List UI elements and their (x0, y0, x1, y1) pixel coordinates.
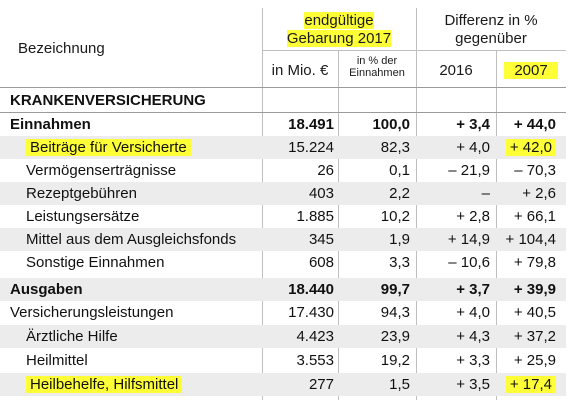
cell-mio: 3.553 (296, 352, 334, 369)
cell-d2007-highlight: + 17,4 (505, 376, 556, 393)
section-title: KRANKENVERSICHERUNG (10, 92, 206, 109)
cell-d2016: + 3,7 (456, 281, 490, 298)
cell-d2007: + 66,1 (513, 208, 556, 225)
table-row: Ausgaben 18.440 99,7 + 3,7 + 39,9 (0, 278, 566, 301)
header-differenz-line1: Differenz in % (444, 12, 538, 29)
row-label: Sonstige Einnahmen (26, 254, 165, 271)
cell-d2016: + 2,8 (456, 208, 490, 225)
cell-d2016: + 3,3 (456, 352, 490, 369)
cell-d2016: – 10,6 (448, 254, 490, 271)
cell-d2007: – 70,3 (514, 162, 556, 179)
table-row: Rezeptgebühren 403 2,2 – + 2,6 (0, 182, 566, 205)
header-divider (262, 50, 416, 51)
header-2007: 2007 (496, 62, 566, 80)
header-bezeichnung: Bezeichnung (18, 40, 105, 57)
cell-d2007: + 39,9 (513, 281, 556, 298)
header-differenz-line2: gegenüber (455, 30, 527, 47)
header-2007-label: 2007 (504, 62, 558, 79)
cell-d2007: + 104,4 (505, 231, 556, 248)
cell-d2016: – 21,9 (448, 162, 490, 179)
cell-d2007: + 44,0 (513, 116, 556, 133)
header-in-mio: in Mio. € (271, 62, 329, 79)
cell-pct: 99,7 (380, 281, 410, 298)
row-label: Leistungsersätze (26, 208, 140, 225)
cell-d2007: + 17,4 (496, 373, 566, 396)
table-row: Versicherungsleistungen 17.430 94,3 + 4,… (0, 301, 566, 324)
table-row: Beiträge für Versicherte 15.224 82,3 + 4… (0, 136, 566, 159)
header-differenz: Differenz in % gegenüber (416, 12, 566, 48)
cell-mio: 4.423 (296, 328, 334, 345)
cell-mio: 608 (308, 254, 334, 271)
cell-d2007: + 40,5 (513, 304, 556, 321)
cell-pct: 10,2 (380, 208, 410, 225)
table-row: Heilbehelfe, Hilfsmittel 277 1,5 + 3,5 +… (0, 373, 566, 396)
header-2016: 2016 (439, 62, 473, 79)
row-label-highlight: Heilbehelfe, Hilfsmittel (26, 376, 183, 393)
header-gebarung-line2: Gebarung 2017 (286, 30, 392, 47)
cell-pct: 0,1 (389, 162, 410, 179)
cell-d2016: + 4,0 (456, 304, 490, 321)
header-gebarung-line1: endgültige (304, 12, 374, 29)
cell-pct: 82,3 (380, 139, 410, 156)
header-in-pct: in % der Einnahmen (338, 55, 416, 79)
cell-pct: 23,9 (380, 328, 410, 345)
cell-pct: 3,3 (389, 254, 410, 271)
cell-d2016: + 4,3 (456, 328, 490, 345)
cell-mio: 345 (308, 231, 334, 248)
cell-d2007: + 2,6 (522, 185, 556, 202)
column-divider (496, 50, 497, 400)
header-in-pct-line1: in % der (356, 55, 398, 67)
row-label: Heilmittel (26, 352, 88, 369)
section-rule (0, 112, 566, 113)
header-gebarung: endgültige Gebarung 2017 (262, 12, 416, 48)
cell-mio: 26 (317, 162, 334, 179)
row-label-highlight: Beiträge für Versicherte (26, 139, 191, 156)
cell-d2007: + 37,2 (513, 328, 556, 345)
cell-mio: 403 (308, 185, 334, 202)
cell-d2016: – (481, 185, 490, 202)
column-divider (338, 50, 339, 400)
row-label: Beiträge für Versicherte (10, 136, 262, 159)
cell-mio: 277 (308, 376, 334, 393)
cell-mio: 18.440 (288, 281, 334, 298)
cell-d2016: + 4,0 (456, 139, 490, 156)
cell-d2007: + 25,9 (513, 352, 556, 369)
table-row: Ärztliche Hilfe 4.423 23,9 + 4,3 + 37,2 (0, 325, 566, 348)
cell-mio: 18.491 (288, 116, 334, 133)
row-label: Heilbehelfe, Hilfsmittel (10, 373, 262, 396)
table-row: Einnahmen 18.491 100,0 + 3,4 + 44,0 (0, 113, 566, 136)
cell-mio: 17.430 (288, 304, 334, 321)
cell-pct: 2,2 (389, 185, 410, 202)
cell-pct: 94,3 (380, 304, 410, 321)
cell-pct: 1,9 (389, 231, 410, 248)
cell-d2007: + 42,0 (496, 136, 566, 159)
cell-d2016: + 14,9 (447, 231, 490, 248)
row-label: Versicherungsleistungen (10, 304, 174, 321)
row-label: Rezeptgebühren (26, 185, 137, 202)
cell-pct: 100,0 (372, 116, 410, 133)
cell-pct: 1,5 (389, 376, 410, 393)
row-label: Ausgaben (10, 281, 83, 298)
cell-d2007: + 79,8 (513, 254, 556, 271)
table-row: Leistungsersätze 1.885 10,2 + 2,8 + 66,1 (0, 205, 566, 228)
header-in-pct-line2: Einnahmen (349, 67, 405, 79)
header-divider (416, 50, 566, 51)
header-bottom-rule (0, 87, 566, 88)
cell-d2007-highlight: + 42,0 (505, 139, 556, 156)
cell-pct: 19,2 (380, 352, 410, 369)
row-label: Ärztliche Hilfe (26, 328, 118, 345)
cell-d2016: + 3,4 (456, 116, 490, 133)
row-label: Einnahmen (10, 116, 91, 133)
table-row: Sonstige Einnahmen 608 3,3 – 10,6 + 79,8 (0, 251, 566, 274)
cell-mio: 1.885 (296, 208, 334, 225)
row-label: Vermögenserträgnisse (26, 162, 177, 179)
row-label: Mittel aus dem Ausgleichsfonds (26, 231, 237, 248)
table-row: Mittel aus dem Ausgleichsfonds 345 1,9 +… (0, 228, 566, 251)
table-row: Vermögenserträgnisse 26 0,1 – 21,9 – 70,… (0, 159, 566, 182)
table-row: Heilmittel 3.553 19,2 + 3,3 + 25,9 (0, 349, 566, 372)
cell-mio: 15.224 (288, 139, 334, 156)
cell-d2016: + 3,5 (456, 376, 490, 393)
